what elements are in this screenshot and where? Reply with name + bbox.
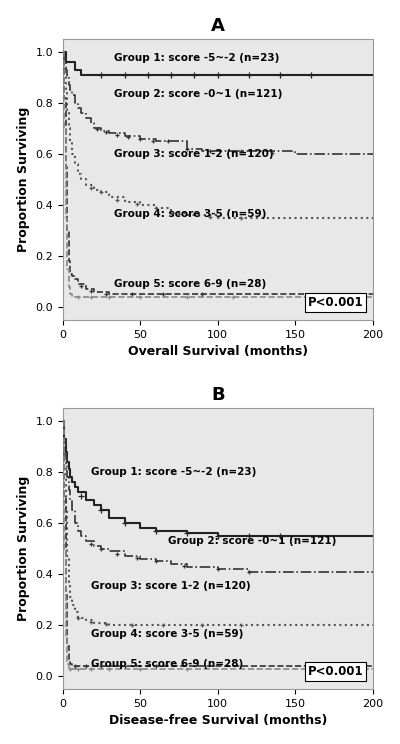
Text: Group 3: score 1-2 (n=120): Group 3: score 1-2 (n=120) xyxy=(114,149,274,159)
Title: B: B xyxy=(211,386,224,404)
Title: A: A xyxy=(211,16,225,35)
Text: P<0.001: P<0.001 xyxy=(308,665,364,678)
Text: Group 2: score -0~1 (n=121): Group 2: score -0~1 (n=121) xyxy=(168,536,336,546)
X-axis label: Disease-free Survival (months): Disease-free Survival (months) xyxy=(108,714,327,728)
Text: Group 2: score -0~1 (n=121): Group 2: score -0~1 (n=121) xyxy=(114,89,282,99)
Text: P<0.001: P<0.001 xyxy=(308,295,364,309)
X-axis label: Overall Survival (months): Overall Survival (months) xyxy=(128,345,308,358)
Text: Group 1: score -5~-2 (n=23): Group 1: score -5~-2 (n=23) xyxy=(91,467,256,477)
Text: Group 5: score 6-9 (n=28): Group 5: score 6-9 (n=28) xyxy=(91,658,243,669)
Text: Group 1: score -5~-2 (n=23): Group 1: score -5~-2 (n=23) xyxy=(114,53,279,63)
Text: Group 4: score 3-5 (n=59): Group 4: score 3-5 (n=59) xyxy=(114,209,266,219)
Text: Group 4: score 3-5 (n=59): Group 4: score 3-5 (n=59) xyxy=(91,629,243,639)
Y-axis label: Proportion Surviving: Proportion Surviving xyxy=(17,476,30,621)
Text: Group 5: score 6-9 (n=28): Group 5: score 6-9 (n=28) xyxy=(114,279,266,289)
Y-axis label: Proportion Surviving: Proportion Surviving xyxy=(17,107,30,252)
Text: Group 3: score 1-2 (n=120): Group 3: score 1-2 (n=120) xyxy=(91,580,250,591)
